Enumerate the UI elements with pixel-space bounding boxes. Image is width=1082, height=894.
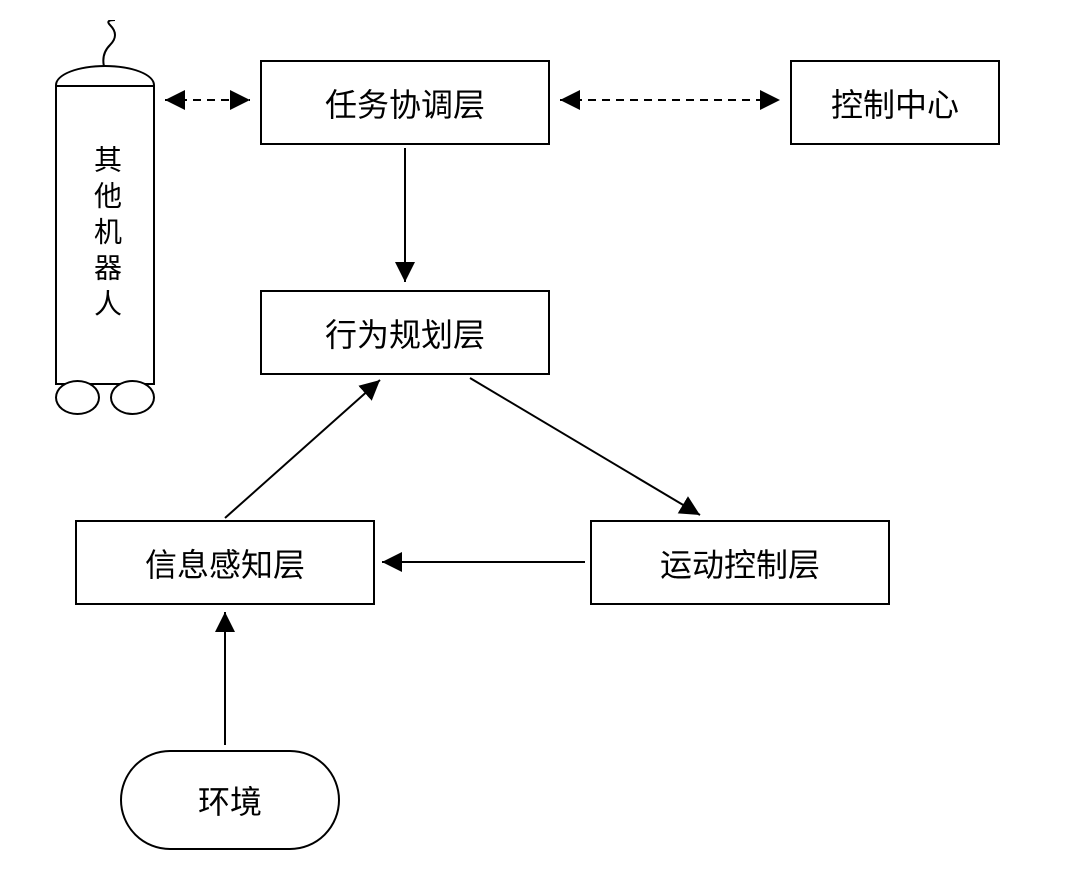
motion-control-layer: 运动控制层 [590, 520, 890, 605]
environment-label: 环境 [198, 777, 262, 823]
robot-label: 其他机器人 [85, 145, 125, 325]
info-perceive-label: 信息感知层 [145, 540, 305, 586]
behavior-planning-layer: 行为规划层 [260, 290, 550, 375]
motion-control-label: 运动控制层 [660, 540, 820, 586]
behavior-plan-label: 行为规划层 [325, 310, 485, 356]
robot-wheel-left [55, 380, 100, 415]
robot-wheel-right [110, 380, 155, 415]
control-center-label: 控制中心 [831, 80, 959, 126]
environment: 环境 [120, 750, 340, 850]
task-coord-label: 任务协调层 [325, 80, 485, 126]
information-perception-layer: 信息感知层 [75, 520, 375, 605]
control-center: 控制中心 [790, 60, 1000, 145]
task-coordination-layer: 任务协调层 [260, 60, 550, 145]
robot-body: 其他机器人 [55, 85, 155, 385]
robot-antenna [100, 20, 130, 70]
